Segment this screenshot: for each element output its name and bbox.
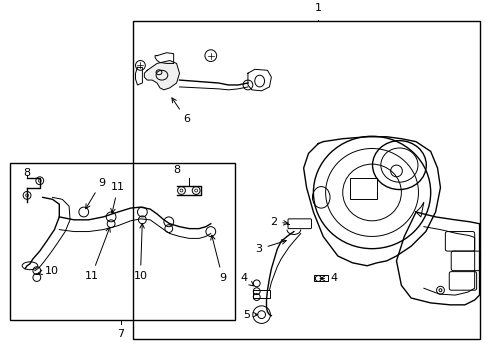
Text: 7: 7 [117,329,124,339]
Circle shape [439,289,442,292]
Bar [253,290,270,298]
Text: 8: 8 [173,165,180,175]
Text: 4: 4 [320,274,337,283]
Text: 10: 10 [38,266,59,276]
Text: 2: 2 [270,217,288,227]
Text: 11: 11 [85,228,110,281]
Bar [10,163,235,320]
Text: 4: 4 [241,274,254,286]
Text: 10: 10 [133,224,147,281]
Text: 11: 11 [111,183,125,213]
Bar [315,275,328,282]
Text: 8: 8 [23,168,30,178]
Text: 3: 3 [256,240,286,254]
Polygon shape [145,60,179,90]
Bar [133,22,480,339]
Text: 1: 1 [315,3,322,13]
Text: 6: 6 [172,98,190,124]
Bar [349,178,377,199]
Text: 9: 9 [211,235,226,283]
Text: 5: 5 [243,310,258,320]
Text: 9: 9 [86,177,105,209]
